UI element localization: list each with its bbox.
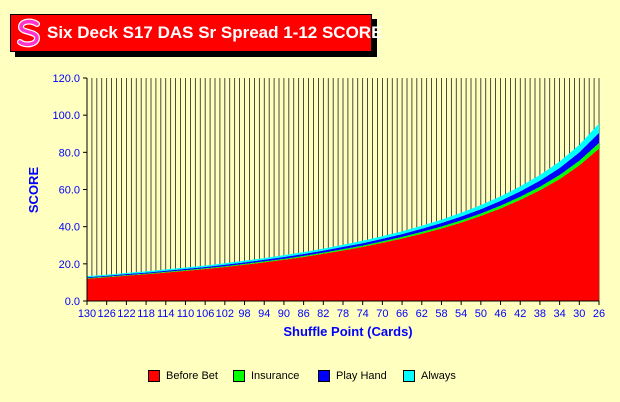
x-tick-label: 66 <box>396 308 408 320</box>
y-tick-label: 0.0 <box>65 296 80 308</box>
x-tick-label: 54 <box>455 308 467 320</box>
x-tick-label: 118 <box>137 308 155 320</box>
area-before-bet <box>87 148 599 301</box>
x-tick-label: 122 <box>117 308 135 320</box>
x-tick-label: 94 <box>258 308 270 320</box>
x-tick-label: 70 <box>376 308 388 320</box>
y-tick-label: 40.0 <box>59 222 80 234</box>
x-tick-label: 90 <box>278 308 290 320</box>
legend-label: Before Bet <box>166 370 218 382</box>
x-tick-label: 106 <box>196 308 214 320</box>
x-tick-label: 98 <box>238 308 250 320</box>
logo-icon <box>15 18 43 48</box>
legend-swatch <box>148 370 160 382</box>
x-tick-label: 58 <box>435 308 447 320</box>
x-tick-label: 34 <box>553 308 565 320</box>
area-always <box>87 123 599 278</box>
y-tick-label: 100.0 <box>52 110 80 122</box>
x-tick-label: 46 <box>494 308 506 320</box>
y-tick-label: 120.0 <box>52 73 80 85</box>
legend-label: Insurance <box>251 370 300 382</box>
x-tick-label: 130 <box>78 308 96 320</box>
x-tick-label: 114 <box>157 308 175 320</box>
x-tick-label: 62 <box>416 308 428 320</box>
x-tick-label: 74 <box>357 308 369 320</box>
legend: Before Bet Insurance Play Hand Always <box>0 366 620 386</box>
x-tick-label: 42 <box>514 308 526 320</box>
chart-title: Six Deck S17 DAS Sr Spread 1-12 SCORE <box>47 23 383 42</box>
y-tick-label: 60.0 <box>59 185 80 197</box>
y-tick-label: 20.0 <box>59 259 80 271</box>
legend-swatch <box>233 370 245 382</box>
x-tick-label: 38 <box>534 308 546 320</box>
x-tick-label: 82 <box>317 308 329 320</box>
y-tick-label: 80.0 <box>59 147 80 159</box>
y-tick-labels: 0.0 20.0 40.0 60.0 80.0 100.0 120.0 <box>52 73 87 308</box>
x-tick-label: 110 <box>177 308 195 320</box>
x-tick-label: 26 <box>593 308 605 320</box>
legend-swatch <box>318 370 330 382</box>
x-tick-label: 78 <box>337 308 349 320</box>
x-tick-label: 50 <box>475 308 487 320</box>
x-tick-label: 86 <box>297 308 309 320</box>
x-tick-label: 30 <box>573 308 585 320</box>
chart-title-box: Six Deck S17 DAS Sr Spread 1-12 SCORE <box>10 14 382 52</box>
y-axis-title: SCORE <box>26 167 41 214</box>
area-play-hand <box>87 132 599 279</box>
legend-label: Always <box>421 370 456 382</box>
x-tick-labels: 130 126 122 118 114 110 106 102 98 94 90 86 82 78 74 70… <box>78 301 605 320</box>
x-axis-title: Shuffle Point (Cards) <box>283 324 412 339</box>
legend-label: Play Hand <box>336 370 387 382</box>
x-tick-label: 126 <box>98 308 116 320</box>
stacked-areas <box>87 123 599 301</box>
legend-swatch <box>403 370 415 382</box>
x-tick-label: 102 <box>216 308 234 320</box>
